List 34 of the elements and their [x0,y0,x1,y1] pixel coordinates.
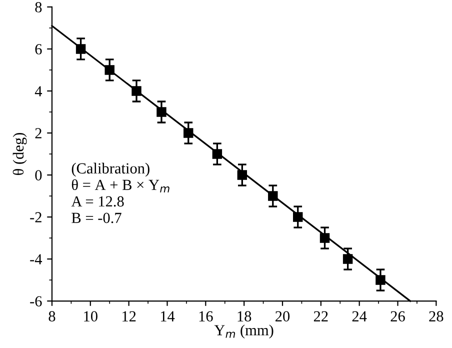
y-tick-label: 8 [35,2,42,12]
x-tick-label: 12 [122,311,136,322]
y-tick-label: 0 [35,170,42,180]
y-tick-label: -4 [30,254,42,264]
point [376,275,386,285]
x-tick-label: 18 [238,311,252,322]
y-axis-title: θ (deg) [12,132,27,175]
x-tick-label: 24 [352,311,367,322]
x-tick-label: 26 [390,311,405,322]
point [342,254,353,264]
x-tick-label: 22 [314,311,328,322]
y-tick-label: 4 [34,86,42,96]
x-tick-label: 14 [160,311,175,322]
x-tick-label: 8 [48,311,56,322]
x-tick-label: 28 [429,311,444,322]
point [132,86,142,96]
point [320,233,330,243]
point [268,191,278,201]
point [76,44,86,54]
x-axis-title: Y$_{m}$ (mm) [214,324,274,338]
point [237,170,248,180]
x-tick-label: 10 [84,311,98,322]
y-tick-label: -2 [30,212,42,222]
point [156,107,166,117]
point [184,128,194,138]
point [293,212,303,222]
y-tick-label: 2 [35,128,42,138]
text: (Calibration) θ = A + B × Y$_{m}$ A = 12.8 B = -0.7 [71,162,170,224]
x-tick-label: 16 [199,311,213,322]
y-tick-label: -6 [30,296,42,306]
x-tick-label: 20 [276,311,290,322]
y-tick-label: 6 [35,44,42,54]
point [212,149,222,159]
point [104,65,114,75]
